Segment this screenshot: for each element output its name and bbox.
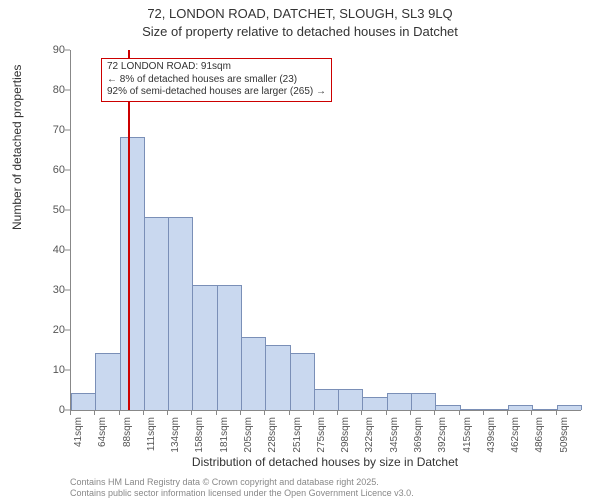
xtick-mark: [264, 410, 265, 415]
histogram-bar: [71, 393, 96, 410]
attribution-text: Contains HM Land Registry data © Crown c…: [70, 477, 414, 498]
xtick-label: 88sqm: [122, 417, 133, 447]
histogram-bar: [144, 217, 169, 410]
histogram-bar: [338, 389, 363, 410]
xtick-label: 462sqm: [510, 417, 521, 453]
xtick-mark: [94, 410, 95, 415]
histogram-bar: [508, 405, 533, 410]
xtick-mark: [434, 410, 435, 415]
histogram-bar: [95, 353, 120, 410]
xtick-label: 251sqm: [292, 417, 303, 453]
xtick-mark: [216, 410, 217, 415]
y-axis-label: Number of detached properties: [10, 65, 24, 230]
xtick-mark: [191, 410, 192, 415]
x-axis-label: Distribution of detached houses by size …: [70, 455, 580, 469]
xtick-label: 158sqm: [194, 417, 205, 453]
ytick-label: 10: [35, 364, 65, 376]
histogram-bar: [241, 337, 266, 410]
xtick-mark: [337, 410, 338, 415]
chart-container: 72, LONDON ROAD, DATCHET, SLOUGH, SL3 9L…: [0, 0, 600, 500]
ytick-label: 20: [35, 324, 65, 336]
xtick-mark: [361, 410, 362, 415]
xtick-label: 345sqm: [389, 417, 400, 453]
ytick-label: 80: [35, 84, 65, 96]
xtick-label: 322sqm: [364, 417, 375, 453]
xtick-label: 205sqm: [243, 417, 254, 453]
histogram-bar: [387, 393, 412, 410]
xtick-label: 392sqm: [437, 417, 448, 453]
xtick-label: 275sqm: [316, 417, 327, 453]
chart-title-sub: Size of property relative to detached ho…: [0, 24, 600, 39]
xtick-mark: [119, 410, 120, 415]
annotation-line2: ← 8% of detached houses are smaller (23): [107, 74, 326, 87]
xtick-mark: [531, 410, 532, 415]
ytick-label: 40: [35, 244, 65, 256]
xtick-mark: [483, 410, 484, 415]
histogram-bar: [120, 137, 145, 410]
marker-vertical-line: [128, 50, 130, 410]
xtick-label: 415sqm: [462, 417, 473, 453]
xtick-label: 509sqm: [559, 417, 570, 453]
histogram-bar: [532, 409, 557, 410]
xtick-mark: [410, 410, 411, 415]
xtick-mark: [240, 410, 241, 415]
annotation-box: 72 LONDON ROAD: 91sqm ← 8% of detached h…: [101, 58, 332, 102]
xtick-label: 134sqm: [170, 417, 181, 453]
ytick-label: 50: [35, 204, 65, 216]
xtick-label: 298sqm: [340, 417, 351, 453]
histogram-bar: [265, 345, 290, 410]
histogram-bar: [435, 405, 460, 410]
histogram-bar: [484, 409, 509, 410]
histogram-bar: [192, 285, 217, 410]
xtick-label: 369sqm: [413, 417, 424, 453]
histogram-bar: [557, 405, 582, 410]
chart-title-main: 72, LONDON ROAD, DATCHET, SLOUGH, SL3 9L…: [0, 6, 600, 21]
xtick-label: 228sqm: [267, 417, 278, 453]
xtick-mark: [70, 410, 71, 415]
histogram-bar: [314, 389, 339, 410]
xtick-label: 486sqm: [534, 417, 545, 453]
ytick-label: 60: [35, 164, 65, 176]
ytick-label: 0: [35, 404, 65, 416]
xtick-label: 41sqm: [73, 417, 84, 447]
histogram-bar: [290, 353, 315, 410]
annotation-line1: 72 LONDON ROAD: 91sqm: [107, 61, 326, 74]
plot-area: 72 LONDON ROAD: 91sqm ← 8% of detached h…: [70, 50, 581, 411]
attribution-line1: Contains HM Land Registry data © Crown c…: [70, 477, 414, 487]
xtick-mark: [313, 410, 314, 415]
xtick-mark: [556, 410, 557, 415]
xtick-mark: [507, 410, 508, 415]
xtick-mark: [289, 410, 290, 415]
xtick-mark: [386, 410, 387, 415]
annotation-line3: 92% of semi-detached houses are larger (…: [107, 86, 326, 99]
ytick-label: 70: [35, 124, 65, 136]
xtick-mark: [459, 410, 460, 415]
xtick-mark: [143, 410, 144, 415]
histogram-bar: [362, 397, 387, 410]
histogram-bar: [460, 409, 485, 410]
histogram-bar: [217, 285, 242, 410]
histogram-bar: [411, 393, 436, 410]
xtick-label: 111sqm: [146, 417, 157, 451]
xtick-label: 181sqm: [219, 417, 230, 453]
attribution-line2: Contains public sector information licen…: [70, 488, 414, 498]
ytick-label: 30: [35, 284, 65, 296]
xtick-label: 64sqm: [97, 417, 108, 447]
ytick-label: 90: [35, 44, 65, 56]
histogram-bar: [168, 217, 193, 410]
histogram-bars: [71, 50, 581, 410]
xtick-mark: [167, 410, 168, 415]
xtick-label: 439sqm: [486, 417, 497, 453]
